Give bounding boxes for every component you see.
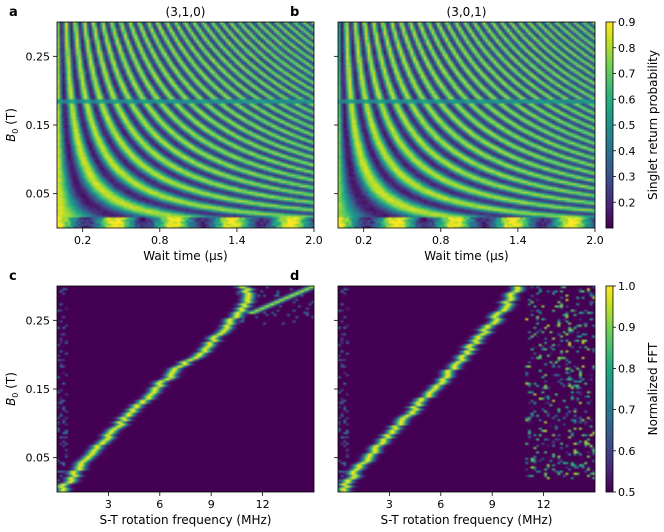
colorbar-tick-label-cb-top-6: 0.8 (618, 42, 636, 55)
x-tick-label-d-2: 9 (489, 498, 496, 511)
y-tick-label-c-1: 0.15 (26, 383, 51, 396)
x-tick-label-c-3: 12 (256, 498, 270, 511)
x-tick-label-b-1: 0.8 (432, 234, 450, 247)
colorbar-label-cb-top: Singlet return probability (646, 50, 660, 200)
x-tick-label-a-3: 2.0 (305, 234, 323, 247)
colorbar-tick-label-cb-bottom-4: 0.9 (618, 321, 636, 334)
colorbar-tick-label-cb-top-7: 0.9 (618, 16, 636, 29)
colorbar-tick-label-cb-top-3: 0.5 (618, 119, 636, 132)
x-axis-label-d: S-T rotation frequency (MHz) (381, 513, 553, 527)
colorbar-tick-label-cb-top-5: 0.7 (618, 68, 636, 81)
colorbar-frame-cb-bottom (605, 285, 614, 493)
x-axis-label-c: S-T rotation frequency (MHz) (100, 513, 272, 527)
y-tick-label-a-1: 0.15 (26, 119, 51, 132)
colorbar-tick-label-cb-bottom-5: 1.0 (618, 280, 636, 293)
x-tick-label-b-0: 0.2 (355, 234, 373, 247)
x-tick-label-d-0: 3 (386, 498, 393, 511)
x-tick-label-a-2: 1.4 (228, 234, 246, 247)
heatmap-image-b (338, 22, 595, 228)
colorbar-label-cb-bottom: Normalized FFT (646, 342, 660, 435)
x-axis-label-a: Wait time (μs) (143, 249, 227, 263)
y-tick-label-c-2: 0.25 (26, 314, 51, 327)
colorbar-tick-label-cb-bottom-0: 0.5 (618, 486, 636, 499)
heatmap-image-c (57, 286, 314, 492)
panel-letter-d: d (290, 269, 299, 284)
x-tick-label-a-0: 0.2 (74, 234, 92, 247)
y-tick-label-c-0: 0.05 (26, 452, 51, 465)
x-tick-label-c-1: 6 (156, 498, 163, 511)
colorbar-tick-label-cb-bottom-2: 0.7 (618, 404, 636, 417)
panel-title-b: (3,0,1) (447, 5, 487, 19)
x-tick-label-a-1: 0.8 (151, 234, 169, 247)
heatmap-image-a (57, 22, 314, 228)
x-tick-label-b-3: 2.0 (586, 234, 604, 247)
y-tick-label-a-2: 0.25 (26, 50, 51, 63)
panel-letter-b: b (290, 5, 299, 20)
y-axis-label-a: B0 (T) (4, 108, 20, 142)
colorbar-tick-label-cb-top-4: 0.6 (618, 93, 636, 106)
colorbar-tick-label-cb-bottom-3: 0.8 (618, 362, 636, 375)
x-tick-label-c-2: 9 (208, 498, 215, 511)
x-tick-label-b-2: 1.4 (509, 234, 527, 247)
x-axis-label-b: Wait time (μs) (424, 249, 508, 263)
panel-letter-c: c (9, 269, 17, 284)
colorbar-tick-label-cb-top-2: 0.4 (618, 145, 636, 158)
colorbar-tick-label-cb-bottom-1: 0.6 (618, 445, 636, 458)
x-tick-label-d-1: 6 (437, 498, 444, 511)
y-tick-label-a-0: 0.05 (26, 188, 51, 201)
y-axis-label-c: B0 (T) (4, 372, 20, 406)
heatmap-image-d (338, 286, 595, 492)
panel-title-a: (3,1,0) (166, 5, 206, 19)
colorbar-gradient-cb-top (606, 22, 613, 228)
x-tick-label-d-3: 12 (537, 498, 551, 511)
panel-letter-a: a (9, 5, 18, 20)
colorbar-gradient-cb-bottom (606, 286, 613, 492)
x-tick-label-c-0: 3 (105, 498, 112, 511)
colorbar-tick-label-cb-top-0: 0.2 (618, 196, 636, 209)
colorbar-tick-label-cb-top-1: 0.3 (618, 171, 636, 184)
